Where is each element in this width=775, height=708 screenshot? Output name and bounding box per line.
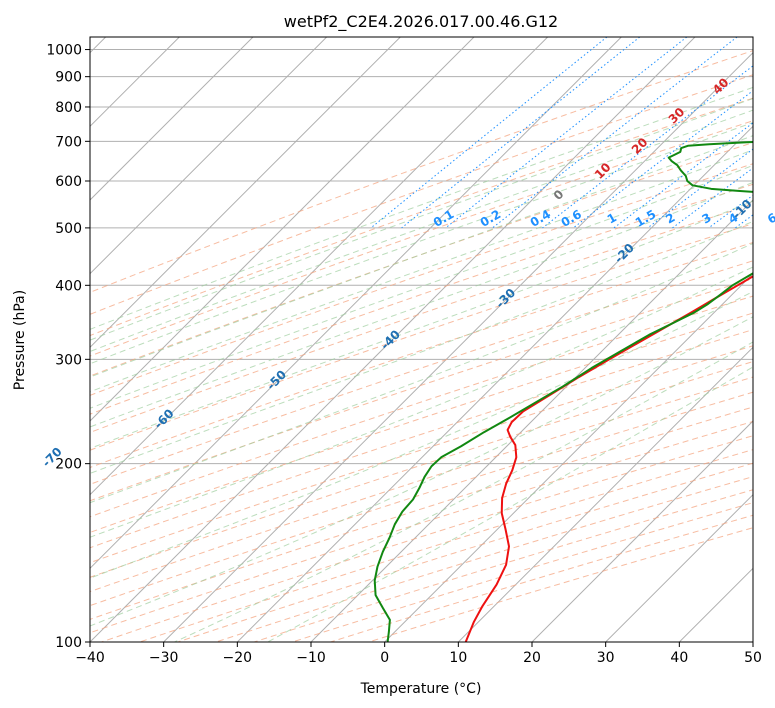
- y-tick-label: 700: [55, 134, 82, 150]
- axes: −40 −30 −20 −10 0 10 20 30 40 50 100 200 300 400 500 60…: [46, 43, 762, 666]
- mixing-ratio-line: [542, 65, 753, 229]
- profile-lines: [373, 141, 753, 642]
- dry-adiabat-line: [90, 329, 753, 549]
- x-tick-label: 40: [670, 650, 688, 666]
- isotherm-line: [531, 420, 753, 642]
- isotherm-line: [236, 125, 753, 642]
- moist-adiabat-line: [90, 181, 753, 428]
- isotherm-line: [90, 37, 696, 642]
- isotherm-line: [90, 37, 328, 275]
- dry-adiabat-line: [90, 50, 753, 293]
- dry-adiabat-line: [90, 260, 753, 485]
- y-tick-label: 900: [55, 70, 82, 86]
- x-tick-label: 30: [597, 650, 615, 666]
- isotherm-line: [90, 37, 549, 496]
- x-axis-title: Temperature (°C): [360, 681, 482, 697]
- dry-adiabat-line: [90, 163, 753, 396]
- y-axis-title: Pressure (hPa): [12, 290, 28, 390]
- dry-adiabat-line: [90, 223, 753, 451]
- dry-adiabat-line: [90, 120, 753, 357]
- background-lines: [90, 37, 753, 642]
- mixing-ratio-label: 6: [765, 210, 775, 226]
- y-tick-label: 500: [55, 221, 82, 237]
- moist-adiabat-line: [90, 86, 753, 330]
- moist-adiabat-line: [267, 366, 753, 642]
- x-tick-label: −30: [149, 650, 179, 666]
- dry-adiabat-line: [90, 361, 753, 578]
- y-tick-label: 100: [55, 635, 82, 651]
- x-tick-label: 50: [744, 650, 762, 666]
- y-tick-label: 200: [55, 457, 82, 473]
- y-tick-label: 600: [55, 174, 82, 190]
- mixing-ratio-line: [370, 37, 608, 229]
- isotherm-line: [384, 272, 753, 642]
- moist-adiabat-line: [90, 266, 753, 538]
- isotherm-line: [457, 346, 753, 642]
- y-tick-label: 300: [55, 352, 82, 368]
- x-tick-label: −20: [223, 650, 253, 666]
- y-tick-label: 800: [55, 100, 82, 116]
- isotherm-line: [90, 37, 475, 422]
- dewpoint-profile-line: [373, 141, 753, 642]
- isotherm-line: [90, 37, 401, 349]
- mixing-ratio-line: [401, 37, 641, 229]
- moist-adiabat-line: [90, 290, 753, 579]
- moist-adiabat-line: [90, 164, 753, 409]
- isotherm-line: [310, 199, 753, 642]
- temperature-profile-line: [464, 275, 753, 642]
- isotherm-line: [90, 37, 254, 201]
- moist-adiabat-line: [90, 97, 753, 341]
- dry-adiabat-line: [90, 312, 753, 533]
- x-tick-label: 0: [380, 650, 389, 666]
- chart-title: wetPf2_C2E4.2026.017.00.46.G12: [284, 12, 558, 32]
- x-tick-label: 10: [449, 650, 467, 666]
- isotherm-line: [90, 37, 622, 570]
- mixing-ratio-line: [572, 90, 753, 229]
- dry-adiabat-line: [90, 97, 753, 337]
- dry-adiabat-line: [90, 278, 753, 502]
- y-tick-label: 400: [55, 278, 82, 294]
- dry-adiabat-line: [90, 142, 753, 377]
- dry-adiabat-line: [90, 74, 753, 315]
- x-tick-label: −40: [75, 650, 105, 666]
- x-tick-label: −10: [296, 650, 326, 666]
- isotherm-line: [605, 493, 753, 642]
- mixing-ratio-line: [492, 37, 738, 229]
- plot-frame: [89, 36, 754, 643]
- moist-adiabat-line: [90, 200, 753, 449]
- y-tick-label: 1000: [46, 43, 82, 59]
- x-tick-label: 20: [523, 650, 541, 666]
- moist-adiabat-line: [90, 242, 753, 504]
- mixing-ratio-line: [672, 167, 753, 229]
- dry-adiabat-line: [90, 391, 753, 607]
- isotherm-line: [163, 51, 753, 642]
